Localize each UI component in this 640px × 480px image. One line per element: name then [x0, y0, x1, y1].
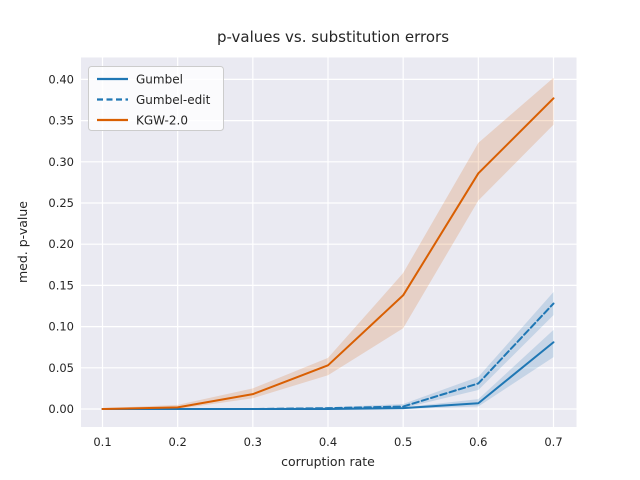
x-tick-label: 0.3	[244, 435, 262, 449]
x-axis-label: corruption rate	[281, 454, 375, 469]
x-tick-label: 0.6	[469, 435, 487, 449]
y-tick-label: 0.00	[48, 402, 74, 416]
x-tick-label: 0.2	[169, 435, 187, 449]
y-tick-label: 0.10	[48, 320, 74, 334]
y-tick-label: 0.15	[48, 278, 74, 292]
y-tick-label: 0.25	[48, 196, 74, 210]
legend-box	[88, 66, 224, 131]
line-kgw-2-0	[101, 97, 555, 410]
legend: Gumbel Gumbel-edit KGW-2.0	[88, 66, 224, 131]
y-tick-label: 0.05	[48, 361, 74, 375]
legend-label-kgw-2-0: KGW-2.0	[136, 114, 188, 128]
y-axis-label: med. p-value	[15, 201, 30, 283]
x-tick-label: 0.1	[93, 435, 111, 449]
legend-label-gumbel: Gumbel	[136, 73, 183, 87]
chart-title: p-values vs. substitution errors	[217, 28, 449, 46]
line-gumbel-edit	[101, 302, 555, 410]
y-tick-label: 0.30	[48, 155, 74, 169]
chart-generated-content: 0.1 0.2 0.3 0.4 0.5 0.6 0.7 0.00 0.05 0.10 0.15 0.2…	[48, 57, 577, 449]
legend-label-gumbel-edit: Gumbel-edit	[136, 93, 211, 107]
y-tick-label: 0.35	[48, 114, 74, 128]
y-tick-label: 0.20	[48, 237, 74, 251]
x-tick-label: 0.7	[544, 435, 562, 449]
x-tick-label: 0.5	[394, 435, 412, 449]
x-tick-label: 0.4	[319, 435, 337, 449]
y-tick-label: 0.40	[48, 72, 74, 86]
